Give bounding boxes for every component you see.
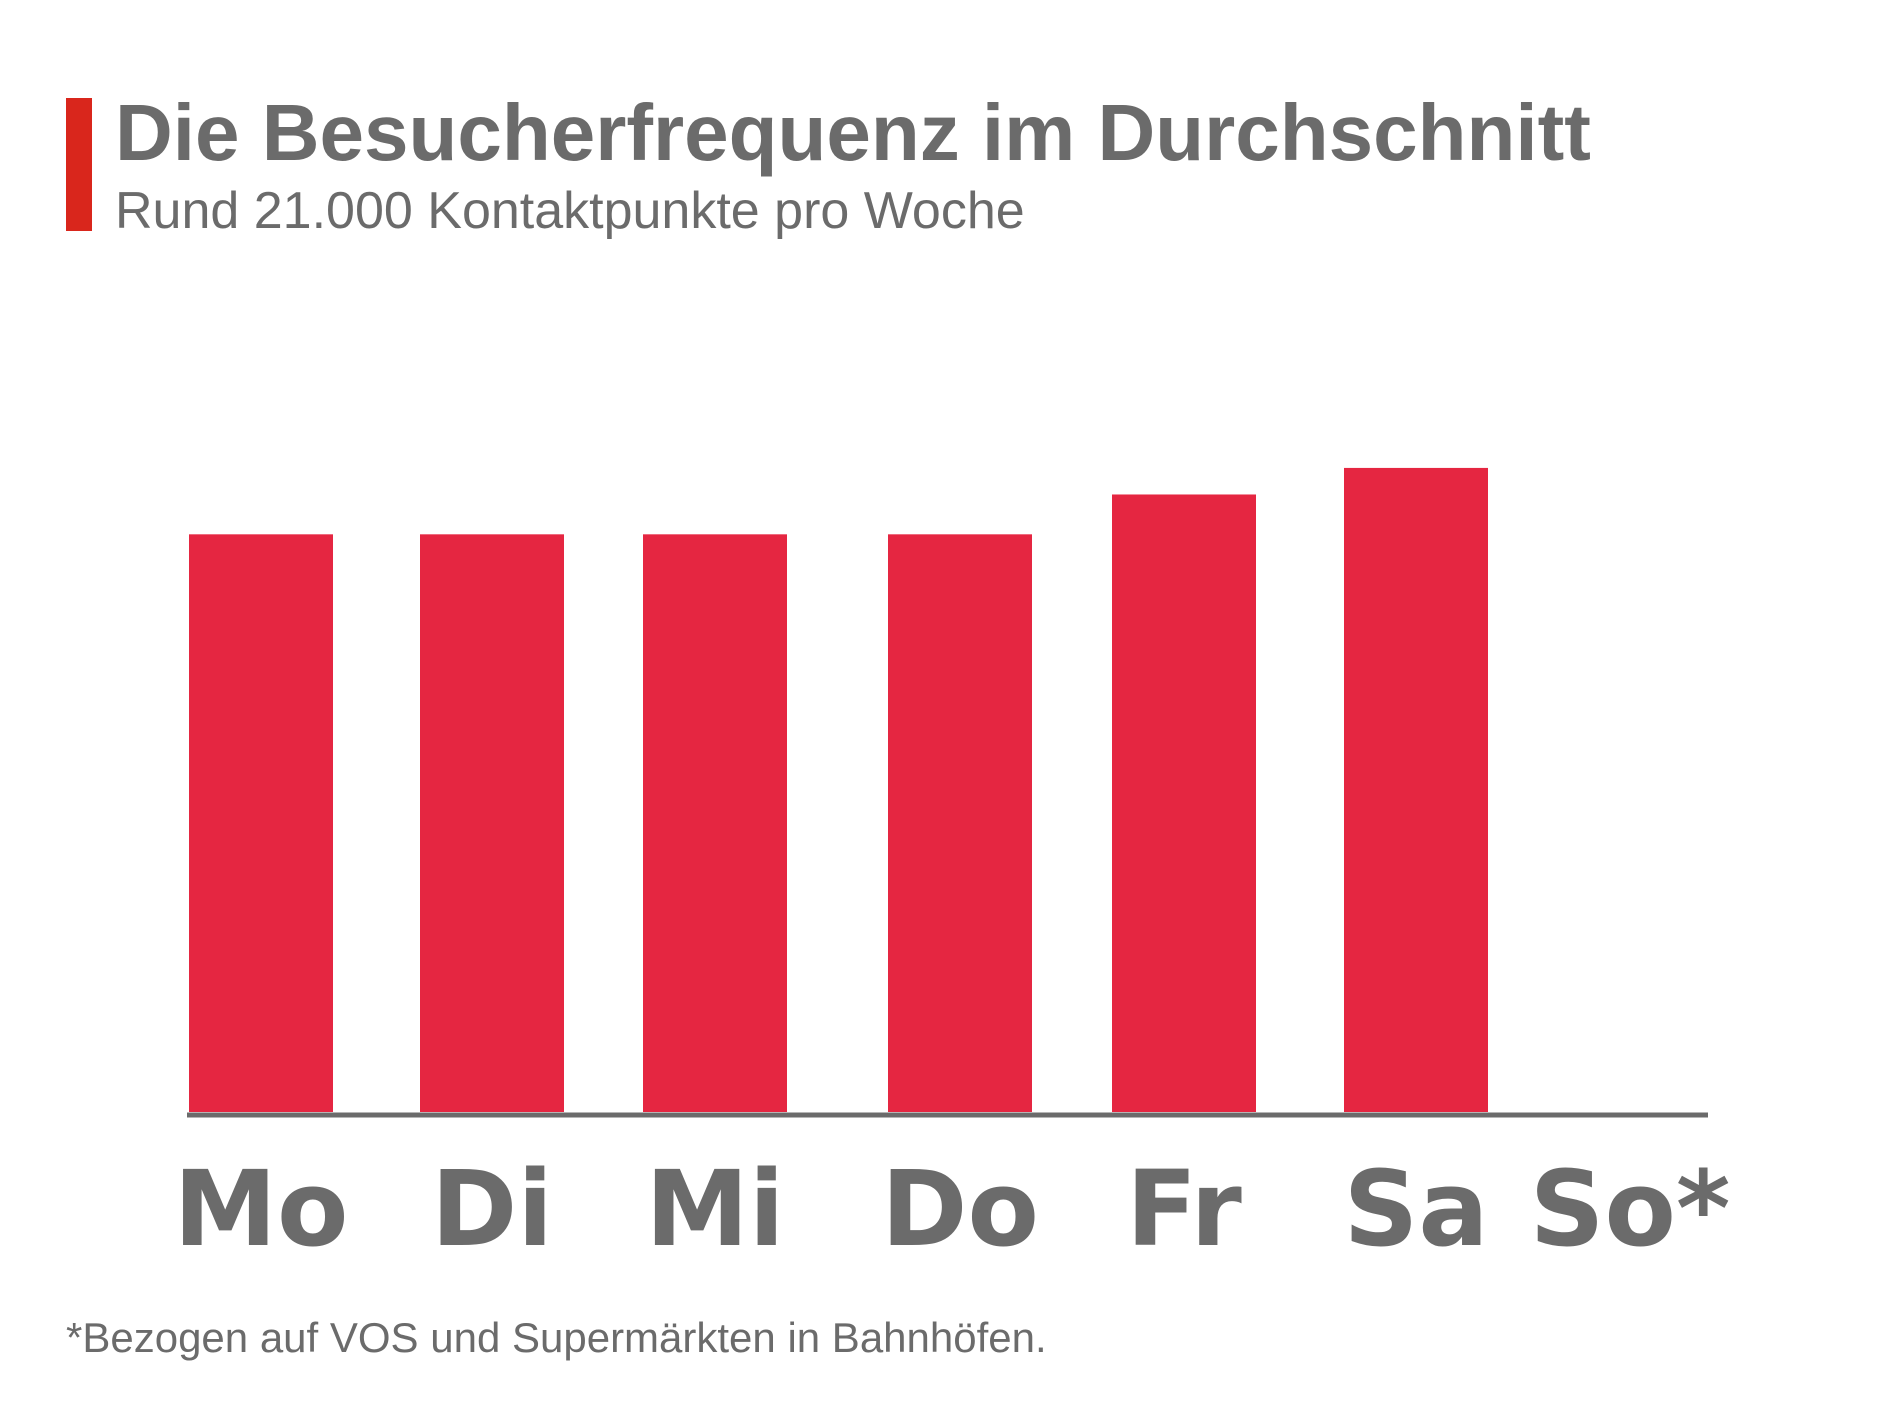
bar-sa [1344,467,1488,1112]
bar-di [420,534,564,1112]
tick-label-mo: Mo [174,1148,349,1270]
bar-mi [643,534,787,1112]
footnote: *Bezogen auf VOS und Supermärkten in Bah… [66,1314,1047,1361]
tick-label-do: Do [881,1148,1039,1270]
tick-label-mi: Mi [645,1148,784,1270]
bar-do [888,534,1032,1112]
tick-label-sa: Sa [1343,1148,1488,1270]
title-accent-bar [66,98,92,231]
tick-labels-group: Mo Di Mi Do Fr Sa So* [174,1148,1731,1270]
chart-title: Die Besucherfrequenz im Durchschnitt [115,88,1591,177]
tick-label-di: Di [431,1148,553,1270]
tick-label-fr: Fr [1126,1148,1242,1270]
bar-mo [189,534,333,1112]
chart-subtitle: Rund 21.000 Kontaktpunkte pro Woche [115,182,1025,240]
bars-group [189,467,1488,1113]
bar-fr [1112,494,1256,1113]
tick-label-so: So* [1530,1148,1731,1270]
